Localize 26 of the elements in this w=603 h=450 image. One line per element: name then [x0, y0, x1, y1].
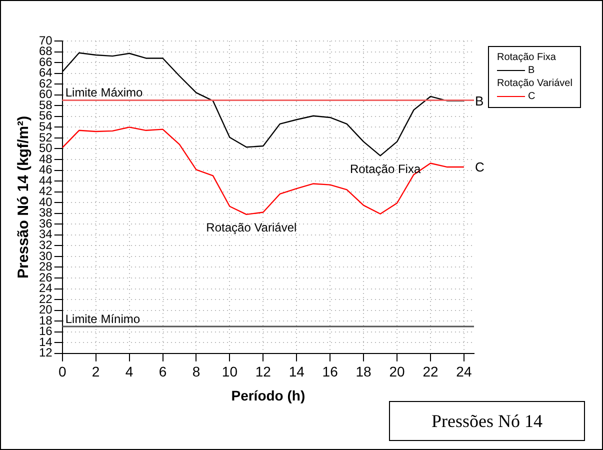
x-tick-label: 2: [92, 364, 100, 380]
ref-line-label: Limite Mínimo: [65, 312, 140, 326]
x-tick-label: 24: [456, 364, 472, 380]
text: C: [475, 160, 484, 175]
legend-label: B: [528, 64, 535, 77]
x-tick-label: 0: [58, 364, 66, 380]
x-tick-label: 12: [255, 364, 272, 380]
text: Pressões Nó 14: [389, 401, 585, 441]
text: Rotação Fixa: [497, 51, 557, 64]
x-tick-label: 6: [158, 364, 167, 380]
x-tick-label: 4: [125, 364, 134, 380]
x-tick-label: 20: [389, 364, 406, 380]
ref-line-label: Limite Máximo: [65, 86, 144, 100]
x-tick-label: 14: [288, 364, 305, 380]
x-tick-label: 18: [356, 364, 372, 380]
legend-label: C: [528, 90, 536, 103]
x-tick-label: 10: [222, 364, 238, 380]
text: Rotação Variável: [497, 77, 572, 90]
x-tick-label: 22: [422, 364, 438, 380]
x-tick-label: 16: [322, 364, 338, 380]
x-tick-label: 8: [192, 364, 200, 380]
annotation: Rotação Fixa: [350, 162, 421, 176]
text: B: [475, 93, 484, 108]
annotation: Rotação Variável: [206, 220, 297, 235]
y-axis-title: Pressão Nó 14 (kgf/m²): [15, 116, 32, 278]
x-axis-title: Período (h): [231, 387, 306, 404]
